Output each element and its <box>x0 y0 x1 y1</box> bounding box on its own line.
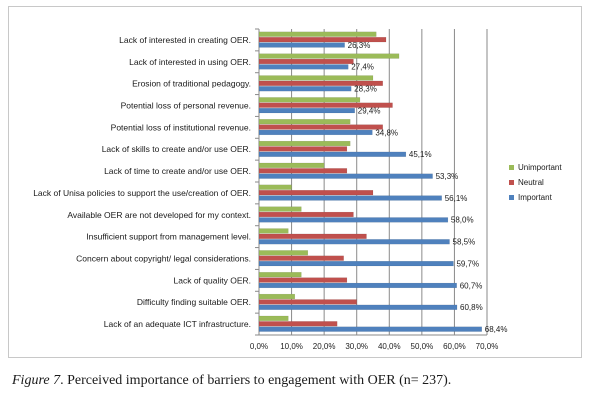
category-label: Lack of interested in using OER. <box>129 57 251 67</box>
x-tick-label: 50,0% <box>411 342 434 351</box>
bar-important <box>258 326 482 332</box>
bar-unimportant <box>258 53 400 59</box>
bar-neutral <box>258 321 338 327</box>
bar-important <box>258 282 457 289</box>
chart-frame: 0,0% 10,0% 20,0% 30,0% 40,0% 50,0% 60,0% 70,0% L… <box>8 6 582 358</box>
bar-neutral <box>258 277 348 283</box>
bar-neutral <box>258 37 387 43</box>
data-label: 58,5% <box>453 238 476 247</box>
bar-neutral <box>258 233 367 239</box>
category-label: Lack of skills to create and/or use OER. <box>102 144 251 154</box>
category-label: Erosion of traditional pedagogy. <box>132 79 251 89</box>
category-label: Lack of quality OER. <box>174 275 251 285</box>
bar-neutral <box>258 124 383 130</box>
figure-caption: Figure 7. Perceived importance of barrie… <box>12 373 582 389</box>
bar-unimportant <box>258 293 296 300</box>
legend-label: Neutral <box>518 178 544 187</box>
x-tick-label: 70,0% <box>476 342 499 351</box>
data-label: 60,8% <box>460 303 483 312</box>
data-label: 27,4% <box>351 63 374 72</box>
legend-label: Unimportant <box>518 163 562 172</box>
bar-important <box>258 260 454 267</box>
bar-neutral <box>258 146 348 152</box>
bar-important <box>258 239 450 245</box>
legend-swatch-important <box>509 195 514 200</box>
category-label: Potential loss of institutional revenue. <box>111 122 251 132</box>
bar-unimportant <box>258 119 351 125</box>
bar-unimportant <box>258 206 302 212</box>
bar-unimportant <box>258 272 302 278</box>
x-tick-label: 0,0% <box>250 342 268 351</box>
category-label: Concern about copyright/ legal considera… <box>76 254 251 264</box>
data-label: 45,1% <box>409 150 432 159</box>
category-label: Potential loss of personal revenue. <box>121 101 251 111</box>
bar-unimportant <box>258 162 325 168</box>
data-label: 68,4% <box>485 325 508 334</box>
data-label: 26,3% <box>348 41 371 50</box>
bar-unimportant <box>258 315 289 321</box>
data-label: 29,4% <box>358 106 381 115</box>
bar-neutral <box>258 102 393 108</box>
data-label: 53,3% <box>436 172 459 181</box>
data-label: 34,8% <box>375 128 398 137</box>
legend-swatch-neutral <box>509 180 514 185</box>
data-label: 56,1% <box>445 194 468 203</box>
category-label: Difficulty finding suitable OER. <box>137 297 251 307</box>
bar-unimportant <box>258 97 361 103</box>
category-label: Lack of Unisa policies to support the us… <box>33 188 251 198</box>
legend-swatch-unimportant <box>509 165 514 170</box>
data-label: 28,3% <box>354 85 377 94</box>
figure-label: Figure 7 <box>12 373 61 388</box>
bar-unimportant <box>258 140 351 147</box>
bar-unimportant <box>258 75 374 81</box>
x-tick-label: 20,0% <box>313 342 336 351</box>
bar-unimportant <box>258 228 289 234</box>
bar-important <box>258 42 345 48</box>
bar-neutral <box>258 58 354 65</box>
bar-important <box>258 129 373 136</box>
bar-neutral <box>258 299 357 305</box>
bar-important <box>258 304 458 310</box>
bar-important <box>258 107 355 114</box>
bar-important <box>258 64 349 70</box>
bar-neutral <box>258 211 354 218</box>
bar-important <box>258 173 433 179</box>
category-label: Lack of time to create and/or use OER. <box>104 166 251 176</box>
x-tick-label: 30,0% <box>345 342 368 351</box>
data-label: 60,7% <box>460 281 483 290</box>
bar-neutral <box>258 190 374 196</box>
data-label: 59,7% <box>456 259 479 268</box>
bar-neutral <box>258 168 348 174</box>
bar-important <box>258 151 407 157</box>
bar-neutral <box>258 80 383 86</box>
bar-important <box>258 195 442 201</box>
bar-unimportant <box>258 184 292 190</box>
caption-text: . Perceived importance of barriers to en… <box>60 373 452 388</box>
legend-label: Important <box>518 193 553 202</box>
x-tick-label: 60,0% <box>443 342 466 351</box>
category-label: Insufficient support from management lev… <box>86 232 251 242</box>
bar-neutral <box>258 255 344 261</box>
category-label: Lack of interested in creating OER. <box>119 35 251 45</box>
bar-unimportant <box>258 31 377 37</box>
category-label: Lack of an adequate ICT infrastructure. <box>104 319 251 329</box>
bar-chart: 0,0% 10,0% 20,0% 30,0% 40,0% 50,0% 60,0% 70,0% L… <box>33 28 562 351</box>
x-tick-label: 40,0% <box>378 342 401 351</box>
category-label: Available OER are not developed for my c… <box>67 210 251 220</box>
bar-unimportant <box>258 250 309 256</box>
bar-important <box>258 86 352 92</box>
bar-important <box>258 217 449 223</box>
x-tick-label: 10,0% <box>280 342 303 351</box>
data-label: 58,0% <box>451 216 474 225</box>
